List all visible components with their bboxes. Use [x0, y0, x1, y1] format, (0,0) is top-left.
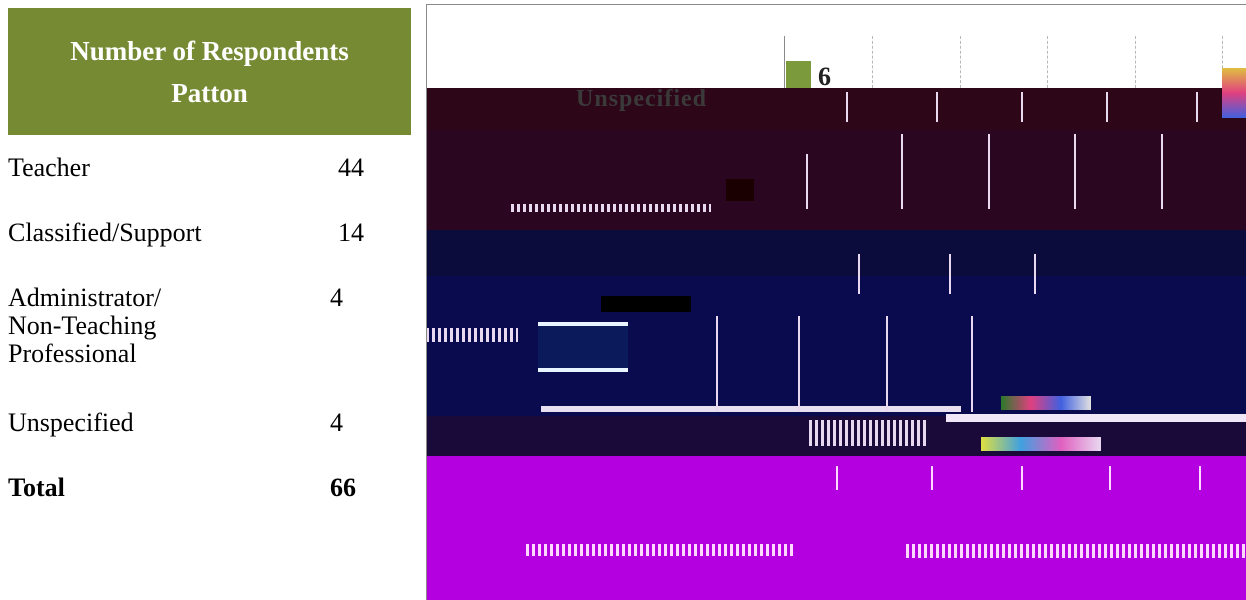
glitch-tick [988, 134, 990, 209]
row-label: Administrator/ Non-Teaching Professional [8, 284, 161, 368]
glitch-tick [806, 154, 808, 209]
glitch-tick [858, 254, 860, 294]
table-row: Administrator/ Non-Teaching Professional… [8, 284, 378, 374]
chart-area: 6 Unspecified [426, 4, 1246, 600]
glitch-block [981, 437, 1101, 451]
glitch-tick [1196, 92, 1198, 122]
table-row: Classified/Support 14 [8, 219, 378, 249]
row-value: 14 [338, 218, 364, 247]
table-header-subtitle: Patton [171, 77, 248, 108]
row-value: 4 [330, 283, 343, 312]
chart-frame [426, 4, 1246, 600]
table-header-title: Number of Respondents [70, 35, 349, 66]
total-label: Total [8, 473, 65, 502]
bar-data-label: 6 [818, 62, 831, 91]
table-total-row: Total 66 [8, 474, 378, 504]
glitch-tick [1109, 466, 1111, 490]
total-value: 66 [330, 473, 356, 502]
glitch-tick [846, 92, 848, 122]
glitch-block [726, 179, 754, 201]
glitch-line [906, 544, 1246, 558]
glitch-band-maroon [426, 88, 1246, 130]
row-label-line: Administrator/ [8, 283, 162, 312]
chart-axis [784, 36, 785, 88]
glitch-block [809, 420, 929, 446]
glitch-line [426, 328, 518, 342]
row-label: Classified/Support [8, 218, 202, 247]
glitch-line [511, 204, 711, 212]
row-label-line: Professional [8, 339, 137, 368]
row-value: 44 [338, 153, 364, 182]
glitch-tick [1161, 134, 1163, 209]
glitch-block [538, 322, 628, 372]
glitch-tick [798, 316, 800, 412]
glitch-line [526, 544, 796, 556]
table-row: Teacher 44 [8, 154, 378, 184]
glitch-block [1001, 396, 1091, 410]
glitch-tick [1199, 466, 1201, 490]
glitch-tick [949, 254, 951, 294]
gridline [1047, 36, 1048, 88]
glitch-block [1222, 68, 1246, 118]
chart-category-label: Unspecified [576, 86, 707, 112]
glitch-tick [936, 92, 938, 122]
glitch-tick [1106, 92, 1108, 122]
glitch-block [601, 296, 691, 312]
glitch-tick [1034, 254, 1036, 294]
table-header: Number of Respondents Patton [8, 8, 411, 135]
table-row: Unspecified 4 [8, 409, 378, 439]
glitch-band-navy-dark [426, 230, 1246, 276]
gridline [960, 36, 961, 88]
glitch-tick [1021, 92, 1023, 122]
glitch-tick [901, 134, 903, 209]
glitch-tick [836, 466, 838, 490]
respondents-table: Number of Respondents Patton Teacher 44 … [0, 0, 420, 600]
glitch-tick [931, 466, 933, 490]
row-value: 4 [330, 408, 343, 437]
row-label: Unspecified [8, 408, 134, 437]
glitch-tick [971, 316, 973, 412]
glitch-band-maroon [426, 130, 1246, 230]
glitch-line [946, 414, 1246, 422]
chart-clean-strip [426, 4, 1246, 88]
row-label-line: Non-Teaching [8, 311, 157, 340]
chart-bar [786, 61, 811, 88]
row-label: Teacher [8, 153, 90, 182]
gridline [872, 36, 873, 88]
glitch-tick [1021, 466, 1023, 490]
gridline [1135, 36, 1136, 88]
gridline [1222, 36, 1223, 88]
glitch-line [541, 406, 961, 412]
glitch-tick [1074, 134, 1076, 209]
glitch-tick [886, 316, 888, 412]
glitch-tick [716, 316, 718, 412]
